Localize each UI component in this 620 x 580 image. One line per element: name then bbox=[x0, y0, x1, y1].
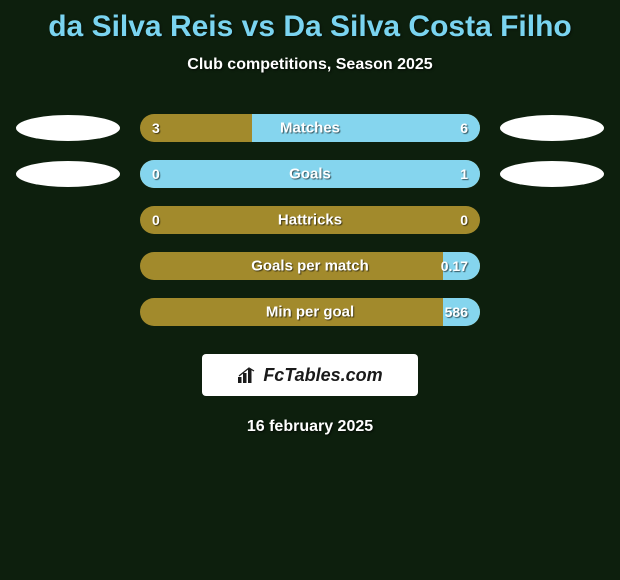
page-subtitle: Club competitions, Season 2025 bbox=[0, 56, 620, 74]
stat-label: Hattricks bbox=[278, 212, 342, 229]
stat-bar: Min per goal 586 bbox=[140, 298, 480, 326]
player-left-avatar bbox=[16, 115, 120, 141]
fctables-logo[interactable]: FcTables.com bbox=[202, 354, 418, 396]
bar-chart-icon bbox=[237, 366, 257, 384]
stat-value-right: 1 bbox=[460, 166, 468, 182]
stat-value-right: 6 bbox=[460, 120, 468, 136]
logo-text: FcTables.com bbox=[263, 365, 382, 386]
stat-label: Matches bbox=[280, 120, 340, 137]
stat-value-left: 3 bbox=[152, 120, 160, 136]
stat-row: 3 Matches 6 bbox=[0, 114, 620, 142]
stat-value-right: 0.17 bbox=[441, 258, 468, 274]
stat-label: Goals per match bbox=[251, 258, 369, 275]
stat-value-left: 0 bbox=[152, 166, 160, 182]
player-right-avatar bbox=[500, 161, 604, 187]
stat-bar: 0 Goals 1 bbox=[140, 160, 480, 188]
stat-row: Min per goal 586 bbox=[0, 298, 620, 326]
page-title: da Silva Reis vs Da Silva Costa Filho bbox=[0, 0, 620, 44]
stat-label: Goals bbox=[289, 166, 331, 183]
stat-value-right: 0 bbox=[460, 212, 468, 228]
date-label: 16 february 2025 bbox=[0, 418, 620, 436]
stat-value-right: 586 bbox=[445, 304, 468, 320]
stat-bar: Goals per match 0.17 bbox=[140, 252, 480, 280]
comparison-rows: 3 Matches 6 0 Goals 1 0 Hattricks 0 Goals per mat… bbox=[0, 114, 620, 326]
stat-bar: 3 Matches 6 bbox=[140, 114, 480, 142]
player-left-avatar bbox=[16, 161, 120, 187]
stat-row: Goals per match 0.17 bbox=[0, 252, 620, 280]
player-right-avatar bbox=[500, 115, 604, 141]
stat-label: Min per goal bbox=[266, 304, 354, 321]
stat-row: 0 Hattricks 0 bbox=[0, 206, 620, 234]
stat-row: 0 Goals 1 bbox=[0, 160, 620, 188]
stat-bar: 0 Hattricks 0 bbox=[140, 206, 480, 234]
stat-value-left: 0 bbox=[152, 212, 160, 228]
